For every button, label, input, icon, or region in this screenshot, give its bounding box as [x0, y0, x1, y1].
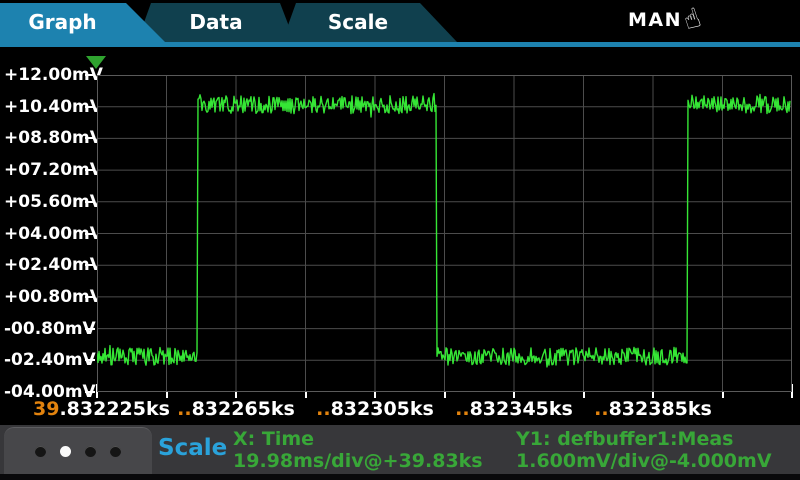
- y-axis-label: -04.00mV: [4, 382, 96, 402]
- tab-scale[interactable]: Scale: [282, 3, 457, 42]
- x-axis-tick: [791, 384, 793, 398]
- y-axis-label: +08.80mV: [4, 128, 103, 149]
- y-axis-label: +10.40mV: [4, 96, 103, 117]
- x-axis-label: ..832345ks: [434, 398, 594, 420]
- trigger-mode-indicator[interactable]: MAN: [628, 9, 683, 31]
- bottom-bar: Scale X: Time 19.98ms/div@+39.83ks Y1: d…: [0, 425, 800, 474]
- x-axis-label-value: .832225ks: [59, 398, 170, 420]
- y-axis-label: -02.40mV: [4, 350, 96, 371]
- y-axis-tick: [85, 74, 95, 76]
- y-axis-tick: [85, 359, 95, 362]
- y-axis-label: +05.60mV: [4, 191, 103, 212]
- x-axis-label-prefix: ..: [594, 398, 609, 420]
- y-axis-tick: [85, 200, 95, 203]
- tab-bar: Graph Data Scale MAN ☝: [0, 0, 800, 47]
- x-axis-label-prefix: ..: [455, 398, 470, 420]
- x-axis-label-prefix: ..: [316, 398, 331, 420]
- y-axis-label: +12.00mV: [4, 65, 103, 85]
- x-axis-label: ..832265ks: [156, 398, 316, 420]
- page-dot[interactable]: [35, 445, 46, 457]
- x-axis-label-prefix: 39: [33, 398, 60, 420]
- page-dot-active[interactable]: [60, 445, 71, 457]
- x-axis-label: ..832385ks: [573, 398, 733, 420]
- waveform-trace: [97, 75, 792, 392]
- x-axis-label-prefix: ..: [177, 398, 192, 420]
- y-axis-tick: [85, 264, 95, 267]
- y-axis-tick: [85, 295, 95, 298]
- x-axis-label: 39.832225ks: [33, 398, 170, 420]
- x-scale-line1: X: Time: [233, 428, 315, 450]
- tab-graph[interactable]: Graph: [0, 3, 165, 42]
- y-scale-line2: 1.600mV/div@-4.000mV: [516, 450, 772, 472]
- y-axis-label: +02.40mV: [4, 255, 103, 276]
- x-axis-label-value: 832385ks: [608, 398, 712, 420]
- y-scale-info[interactable]: Y1: defbuffer1:Meas 1.600mV/div@-4.000mV: [516, 428, 772, 472]
- page-dot[interactable]: [110, 445, 121, 457]
- plot-grid[interactable]: [97, 75, 792, 392]
- trigger-marker-icon[interactable]: [86, 56, 106, 69]
- y-axis-tick: [85, 105, 95, 108]
- swipe-panel-title: Scale: [158, 435, 228, 461]
- y-axis-tick: [85, 232, 95, 235]
- y-axis-tick: [85, 391, 95, 393]
- x-axis-label-value: 832345ks: [469, 398, 573, 420]
- x-axis-label: ..832305ks: [295, 398, 455, 420]
- y-axis-label: -00.80mV: [4, 318, 96, 339]
- screen-bottom-strip: [0, 474, 800, 480]
- x-axis-label-value: 832305ks: [330, 398, 434, 420]
- y-axis-tick: [85, 169, 95, 172]
- tab-data[interactable]: Data: [137, 3, 295, 42]
- x-scale-line2: 19.98ms/div@+39.83ks: [233, 450, 483, 472]
- y-scale-line1: Y1: defbuffer1:Meas: [516, 428, 734, 450]
- x-scale-info[interactable]: X: Time 19.98ms/div@+39.83ks: [233, 428, 483, 472]
- y-axis-label: +04.00mV: [4, 223, 103, 244]
- x-axis-label-value: 832265ks: [191, 398, 295, 420]
- page-dot[interactable]: [85, 445, 96, 457]
- y-axis-label: +07.20mV: [4, 160, 103, 181]
- active-tab-underline: [0, 42, 800, 47]
- hand-pointer-icon: ☝: [679, 2, 705, 37]
- swipe-pages-indicator[interactable]: [4, 427, 152, 474]
- y-axis-tick: [85, 327, 95, 330]
- y-axis-label: +00.80mV: [4, 286, 103, 307]
- y-axis-tick: [85, 137, 95, 140]
